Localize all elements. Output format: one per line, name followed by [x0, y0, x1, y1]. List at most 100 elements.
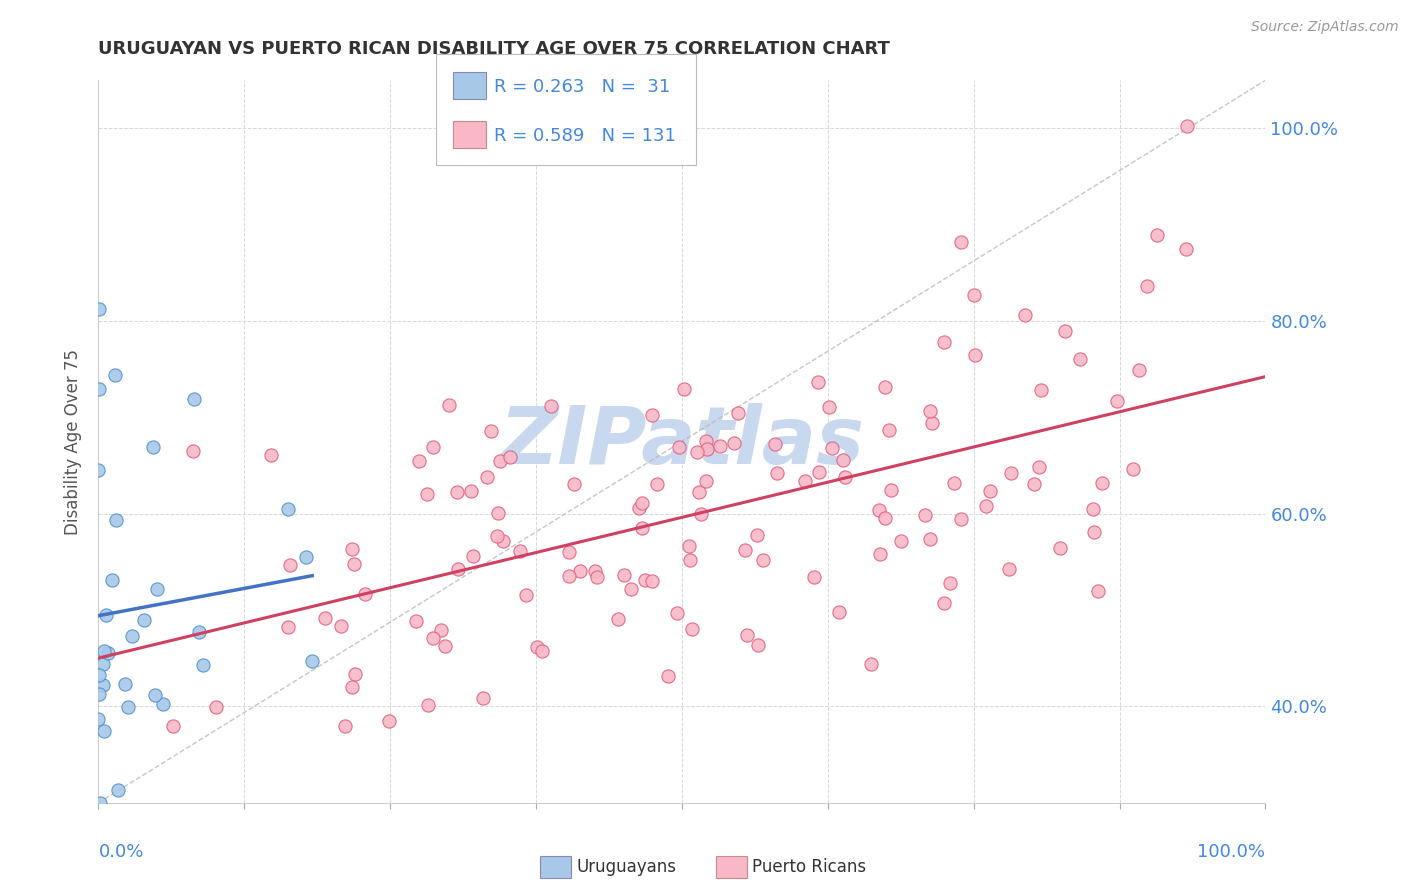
Text: R = 0.263   N =  31: R = 0.263 N = 31 — [494, 78, 669, 96]
Point — [828, 605, 851, 619]
Point — [627, 501, 650, 516]
Point — [875, 380, 897, 394]
Point — [647, 476, 669, 491]
Point — [834, 470, 856, 484]
Point — [974, 499, 997, 513]
Point — [408, 454, 430, 468]
Point — [586, 570, 609, 584]
Point — [921, 416, 943, 430]
Point — [793, 474, 815, 488]
Point — [950, 235, 973, 250]
Point — [640, 574, 662, 588]
Point — [485, 529, 508, 543]
Point — [87, 301, 110, 316]
Text: R = 0.589   N = 131: R = 0.589 N = 131 — [494, 128, 675, 145]
Point — [89, 687, 111, 701]
Point — [433, 640, 456, 654]
Point — [1087, 584, 1109, 599]
Point — [142, 440, 165, 454]
Point — [859, 657, 882, 672]
Point — [869, 547, 891, 561]
Point — [475, 469, 498, 483]
Point — [821, 441, 844, 455]
Point — [873, 511, 896, 525]
Point — [868, 502, 890, 516]
Point — [745, 528, 768, 542]
Point — [489, 454, 512, 468]
Point — [93, 724, 115, 739]
Point — [696, 442, 718, 456]
Text: Uruguayans: Uruguayans — [576, 858, 676, 876]
Point — [91, 657, 114, 672]
Point — [295, 549, 318, 564]
Point — [942, 475, 965, 490]
Point — [277, 502, 299, 516]
Point — [446, 484, 468, 499]
Point — [583, 564, 606, 578]
Point — [735, 628, 758, 642]
Point — [1175, 119, 1198, 133]
Point — [329, 619, 352, 633]
Point — [679, 553, 702, 567]
Point — [461, 549, 484, 564]
Point — [104, 513, 127, 527]
Text: 100.0%: 100.0% — [1198, 843, 1265, 861]
Point — [613, 568, 636, 582]
Point — [422, 632, 444, 646]
Text: Source: ZipAtlas.com: Source: ZipAtlas.com — [1251, 20, 1399, 34]
Point — [278, 558, 301, 572]
Point — [416, 698, 439, 713]
Point — [97, 647, 120, 661]
Point — [880, 483, 903, 497]
Point — [817, 401, 839, 415]
Point — [672, 382, 695, 396]
Point — [918, 404, 941, 418]
Point — [87, 382, 110, 396]
Point — [114, 676, 136, 690]
Point — [181, 444, 204, 458]
Point — [191, 657, 214, 672]
Point — [205, 699, 228, 714]
Point — [152, 697, 174, 711]
Point — [1049, 541, 1071, 555]
Point — [89, 796, 111, 810]
Point — [509, 544, 531, 558]
Point — [641, 408, 664, 422]
Point — [117, 699, 139, 714]
Point — [340, 681, 363, 695]
Point — [492, 534, 515, 549]
Point — [709, 439, 731, 453]
Point — [540, 399, 562, 413]
Point — [343, 558, 366, 572]
Point — [1000, 467, 1022, 481]
Point — [1091, 475, 1114, 490]
Point — [1028, 460, 1050, 475]
Point — [340, 542, 363, 557]
Point — [678, 539, 700, 553]
Point — [437, 398, 460, 412]
Point — [405, 614, 427, 628]
Point — [515, 588, 537, 602]
Point — [558, 545, 581, 559]
Point — [620, 582, 643, 596]
Point — [695, 474, 717, 488]
Point — [939, 576, 962, 591]
Point — [333, 719, 356, 733]
Point — [686, 445, 709, 459]
Point — [301, 654, 323, 668]
Point — [104, 368, 127, 382]
Point — [997, 561, 1019, 575]
Point — [422, 440, 444, 454]
Point — [1174, 242, 1197, 256]
Point — [188, 624, 211, 639]
Point — [803, 570, 825, 584]
Point — [634, 573, 657, 587]
Point — [277, 620, 299, 634]
Point — [530, 643, 553, 657]
Point — [101, 573, 124, 587]
Point — [314, 611, 336, 625]
Point — [631, 521, 654, 535]
Point — [950, 512, 973, 526]
Point — [260, 448, 283, 462]
Text: 0.0%: 0.0% — [98, 843, 143, 861]
